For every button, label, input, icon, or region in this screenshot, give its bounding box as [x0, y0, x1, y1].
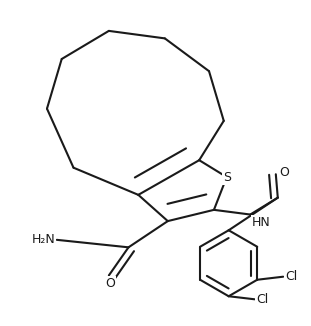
Text: HN: HN [252, 216, 271, 229]
Text: O: O [279, 166, 289, 179]
Text: Cl: Cl [257, 293, 269, 306]
Text: Cl: Cl [285, 270, 297, 283]
Text: S: S [223, 170, 231, 184]
Text: O: O [105, 277, 115, 290]
Text: H₂N: H₂N [31, 233, 55, 246]
